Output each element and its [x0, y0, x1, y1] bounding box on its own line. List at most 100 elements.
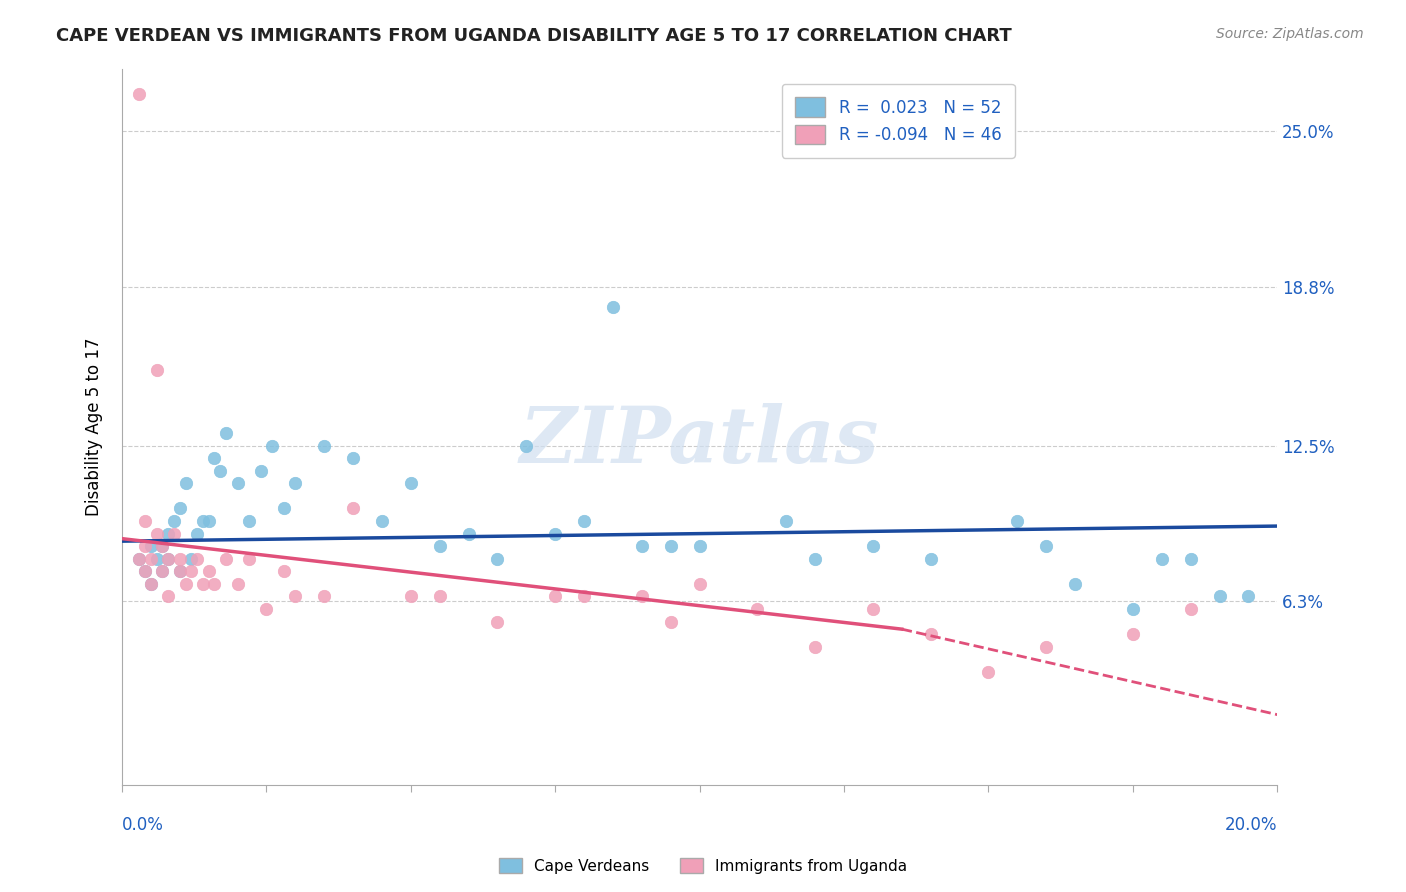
- Point: [197, 565, 219, 579]
- Point: [197, 514, 219, 528]
- Point: [284, 590, 307, 604]
- Point: [191, 514, 214, 528]
- Point: [152, 539, 174, 553]
- Point: [134, 565, 156, 579]
- Point: [486, 551, 509, 566]
- Point: [747, 602, 769, 616]
- Point: [128, 87, 150, 101]
- Point: [371, 514, 394, 528]
- Point: [486, 615, 509, 629]
- Point: [134, 565, 156, 579]
- Point: [920, 551, 942, 566]
- Point: [174, 577, 197, 591]
- Point: [1180, 602, 1202, 616]
- Point: [1180, 551, 1202, 566]
- Text: ZIPatlas: ZIPatlas: [520, 403, 879, 479]
- Point: [169, 501, 191, 516]
- Point: [163, 514, 186, 528]
- Point: [152, 565, 174, 579]
- Point: [977, 665, 1000, 679]
- Point: [139, 577, 162, 591]
- Point: [342, 501, 364, 516]
- Point: [544, 590, 567, 604]
- Text: 20.0%: 20.0%: [1225, 816, 1277, 834]
- Point: [145, 526, 167, 541]
- Point: [238, 514, 260, 528]
- Point: [169, 565, 191, 579]
- Text: CAPE VERDEAN VS IMMIGRANTS FROM UGANDA DISABILITY AGE 5 TO 17 CORRELATION CHART: CAPE VERDEAN VS IMMIGRANTS FROM UGANDA D…: [56, 27, 1012, 45]
- Point: [180, 551, 202, 566]
- Point: [515, 439, 537, 453]
- Point: [1237, 590, 1260, 604]
- Point: [169, 551, 191, 566]
- Point: [204, 451, 226, 466]
- Point: [215, 551, 238, 566]
- Point: [659, 615, 682, 629]
- Point: [1007, 514, 1029, 528]
- Point: [152, 565, 174, 579]
- Point: [226, 476, 249, 491]
- Point: [157, 590, 180, 604]
- Point: [1122, 627, 1144, 641]
- Point: [191, 577, 214, 591]
- Point: [1035, 539, 1057, 553]
- Point: [134, 539, 156, 553]
- Point: [862, 539, 884, 553]
- Point: [775, 514, 797, 528]
- Point: [145, 551, 167, 566]
- Point: [238, 551, 260, 566]
- Point: [204, 577, 226, 591]
- Point: [256, 602, 278, 616]
- Point: [215, 425, 238, 440]
- Point: [180, 565, 202, 579]
- Point: [399, 590, 422, 604]
- Point: [273, 565, 295, 579]
- Point: [157, 551, 180, 566]
- Legend: Cape Verdeans, Immigrants from Uganda: Cape Verdeans, Immigrants from Uganda: [492, 852, 914, 880]
- Point: [262, 439, 284, 453]
- Point: [920, 627, 942, 641]
- Point: [689, 577, 711, 591]
- Text: Source: ZipAtlas.com: Source: ZipAtlas.com: [1216, 27, 1364, 41]
- Legend: R =  0.023   N = 52, R = -0.094   N = 46: R = 0.023 N = 52, R = -0.094 N = 46: [782, 84, 1015, 158]
- Point: [169, 565, 191, 579]
- Point: [152, 539, 174, 553]
- Point: [273, 501, 295, 516]
- Point: [399, 476, 422, 491]
- Y-axis label: Disability Age 5 to 17: Disability Age 5 to 17: [86, 337, 103, 516]
- Text: 0.0%: 0.0%: [122, 816, 165, 834]
- Point: [128, 551, 150, 566]
- Point: [804, 551, 827, 566]
- Point: [157, 526, 180, 541]
- Point: [631, 539, 654, 553]
- Point: [139, 551, 162, 566]
- Point: [544, 526, 567, 541]
- Point: [314, 590, 336, 604]
- Point: [145, 363, 167, 377]
- Point: [1150, 551, 1173, 566]
- Point: [1035, 640, 1057, 654]
- Point: [128, 551, 150, 566]
- Point: [429, 590, 451, 604]
- Point: [134, 514, 156, 528]
- Point: [602, 301, 624, 315]
- Point: [139, 577, 162, 591]
- Point: [689, 539, 711, 553]
- Point: [174, 476, 197, 491]
- Point: [249, 464, 271, 478]
- Point: [284, 476, 307, 491]
- Point: [1122, 602, 1144, 616]
- Point: [631, 590, 654, 604]
- Point: [186, 526, 208, 541]
- Point: [804, 640, 827, 654]
- Point: [342, 451, 364, 466]
- Point: [139, 539, 162, 553]
- Point: [226, 577, 249, 591]
- Point: [209, 464, 232, 478]
- Point: [314, 439, 336, 453]
- Point: [157, 551, 180, 566]
- Point: [862, 602, 884, 616]
- Point: [163, 526, 186, 541]
- Point: [572, 514, 595, 528]
- Point: [186, 551, 208, 566]
